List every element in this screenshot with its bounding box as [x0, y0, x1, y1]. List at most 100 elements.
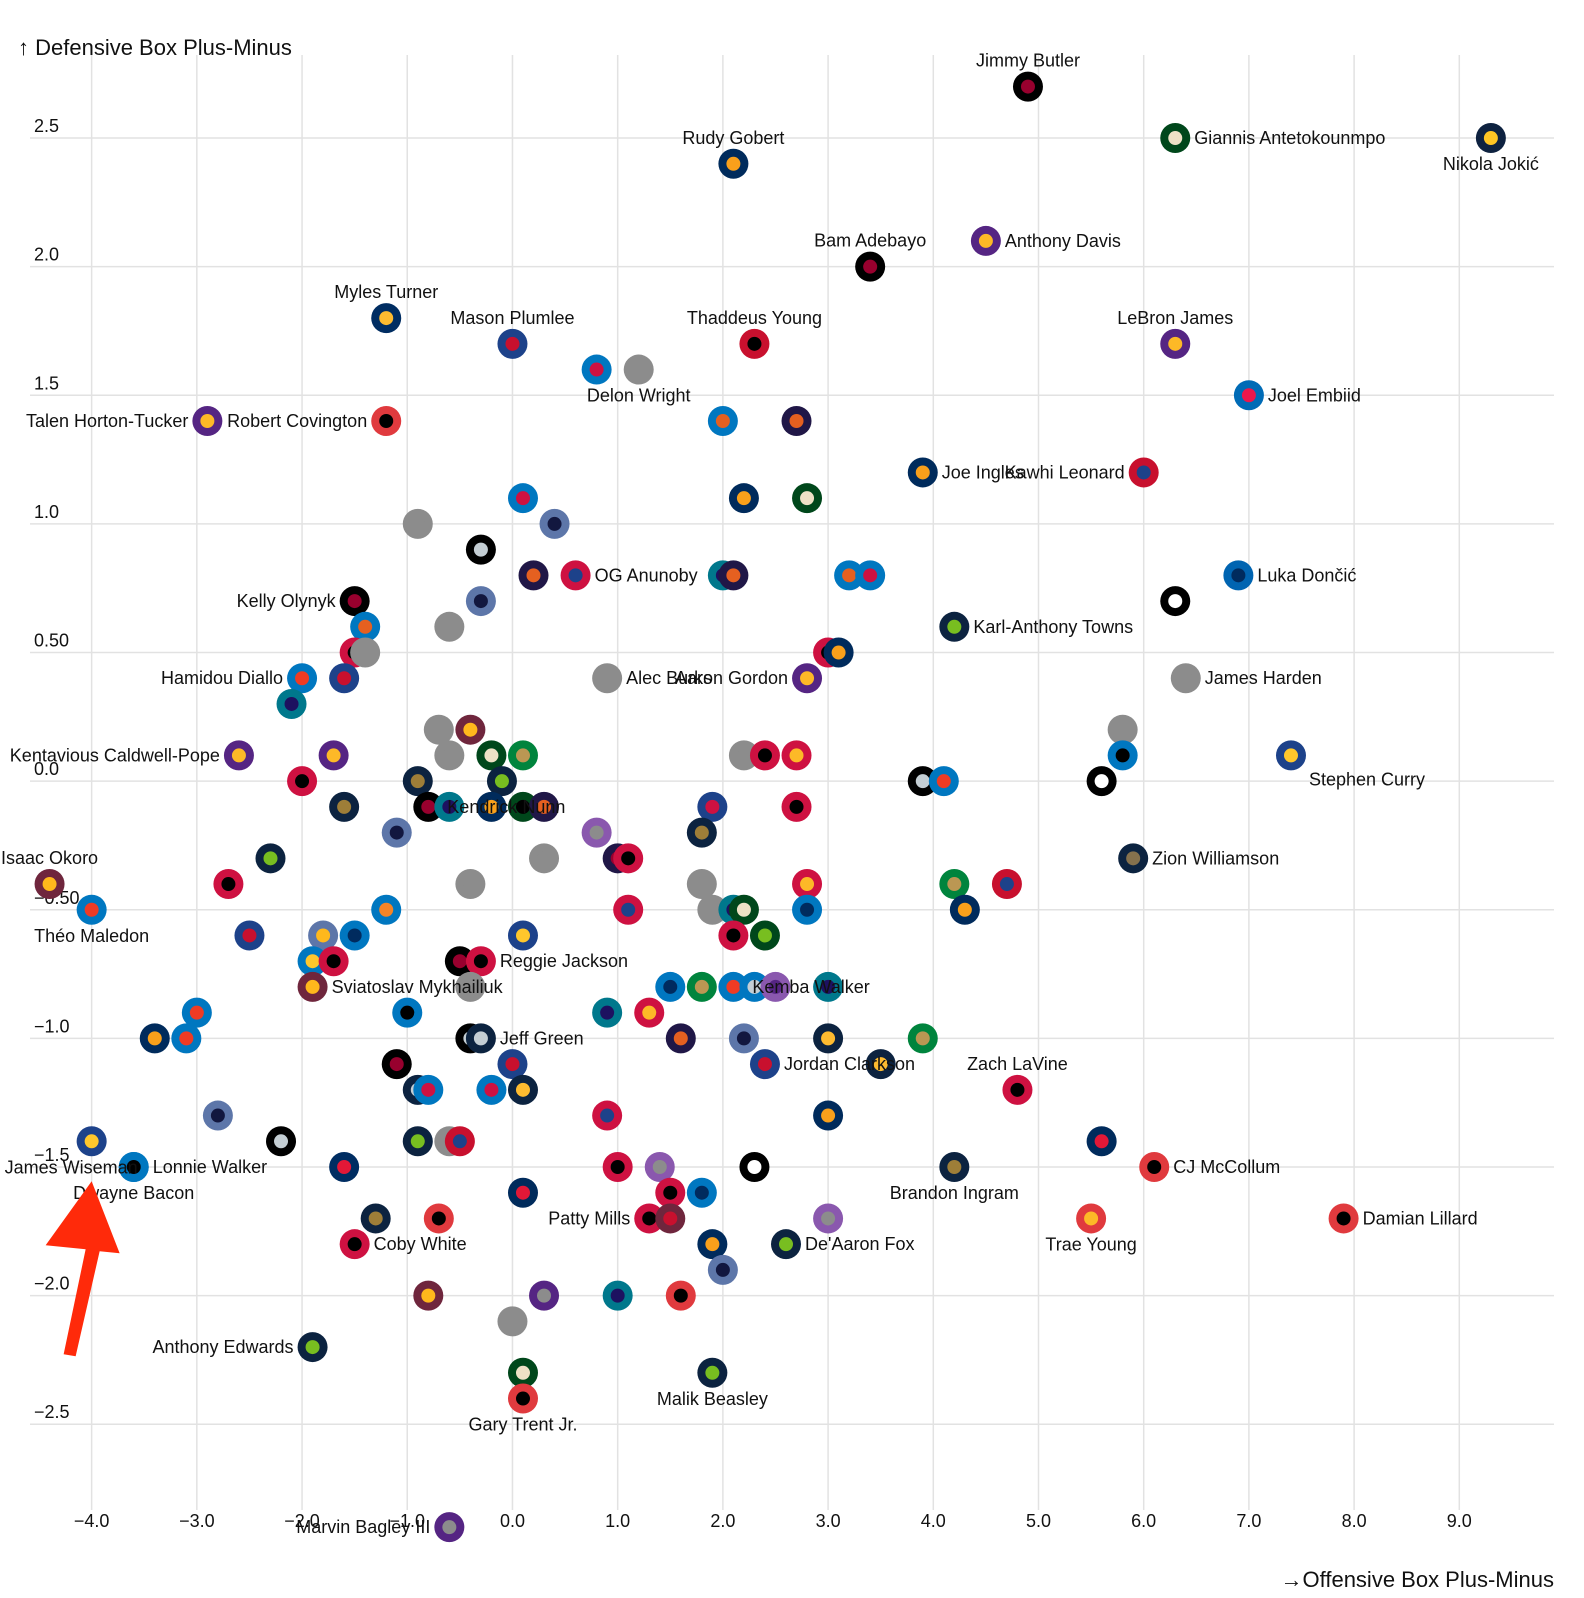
- point-label: Théo Maledon: [34, 926, 149, 946]
- data-point: [497, 1306, 528, 1337]
- x-tick-label: 2.0: [710, 1511, 735, 1531]
- data-point: [339, 920, 370, 951]
- data-point: [1139, 1152, 1170, 1183]
- point-dot: [316, 928, 331, 943]
- point-label: Reggie Jackson: [500, 951, 628, 971]
- data-point: [413, 791, 444, 822]
- point-label: De'Aaron Fox: [805, 1234, 915, 1254]
- data-point: [781, 791, 812, 822]
- point-dot: [284, 696, 299, 711]
- point-dot: [179, 1031, 194, 1046]
- point-dot: [568, 568, 583, 583]
- point-dot: [347, 594, 362, 609]
- data-point: [970, 225, 1001, 256]
- y-tick-label: 1.0: [34, 502, 59, 522]
- data-point: [350, 611, 381, 642]
- point-dot: [726, 156, 741, 171]
- data-point: [266, 1126, 297, 1157]
- data-point: [402, 1126, 433, 1157]
- y-tick-label: −2.0: [34, 1274, 70, 1294]
- red-arrow: [45, 1181, 120, 1357]
- data-point: [76, 894, 107, 925]
- data-point: [991, 869, 1022, 900]
- data-point: [560, 560, 591, 591]
- data-point: [529, 791, 560, 822]
- point-dot: [694, 825, 709, 840]
- point-dot: [515, 1185, 530, 1200]
- point-label: Joe Ingles: [942, 462, 1024, 482]
- point-dot: [821, 979, 836, 994]
- point-label: Jeff Green: [500, 1028, 584, 1048]
- data-point: [329, 663, 360, 694]
- data-point: [707, 1254, 738, 1285]
- data-point: [760, 971, 791, 1002]
- data-point: [634, 997, 665, 1028]
- data-point: [1170, 663, 1201, 694]
- point-label: Jimmy Butler: [976, 51, 1080, 71]
- data-point: [350, 637, 381, 668]
- point-label: Trae Young: [1045, 1234, 1136, 1254]
- data-point: [255, 843, 286, 874]
- data-point: [907, 457, 938, 488]
- point-dot: [326, 954, 341, 969]
- point-dot: [242, 928, 257, 943]
- data-point: [318, 740, 349, 771]
- data-point: [476, 791, 507, 822]
- point-dot: [705, 1365, 720, 1380]
- data-point: [423, 714, 454, 745]
- data-point: [371, 406, 402, 437]
- point-dot: [305, 979, 320, 994]
- data-point: [728, 483, 759, 514]
- point-dot: [1147, 1160, 1162, 1175]
- point-dot: [673, 1031, 688, 1046]
- data-point: [634, 1203, 665, 1234]
- point-dot: [705, 1237, 720, 1252]
- point-label: Kelly Olynyk: [237, 591, 337, 611]
- x-tick-label: −2.0: [284, 1511, 320, 1531]
- data-point: [171, 1023, 202, 1054]
- point-label: Zion Williamson: [1152, 848, 1279, 868]
- point-dot: [421, 799, 436, 814]
- point-dot: [1126, 851, 1141, 866]
- data-point: [718, 971, 749, 1002]
- point-label: Jordan Clarkson: [784, 1054, 915, 1074]
- point-label: Talen Horton-Tucker: [26, 411, 188, 431]
- data-point: [1076, 1203, 1107, 1234]
- point-dot: [347, 928, 362, 943]
- point-dot: [295, 774, 310, 789]
- point-dot: [515, 928, 530, 943]
- point-label: Damian Lillard: [1363, 1208, 1478, 1228]
- data-point: [192, 406, 223, 437]
- data-point: [1012, 71, 1043, 102]
- data-point: [939, 869, 970, 900]
- data-point: [1233, 380, 1264, 411]
- x-tick-label: 3.0: [816, 1511, 841, 1531]
- data-point: [392, 997, 423, 1028]
- data-point: [1128, 457, 1159, 488]
- data-point: [465, 534, 496, 565]
- data-point: [297, 946, 328, 977]
- data-point: [434, 740, 465, 771]
- point-dot: [295, 671, 310, 686]
- point-dot: [768, 979, 783, 994]
- data-point: [697, 1229, 728, 1260]
- point-label: Thaddeus Young: [687, 308, 822, 328]
- data-point: [834, 560, 865, 591]
- point-dot: [1168, 336, 1183, 351]
- data-point: [507, 1074, 538, 1105]
- point-label: Kendrick Nunn: [447, 797, 565, 817]
- data-point: [529, 1280, 560, 1311]
- data-point: [939, 611, 970, 642]
- point-dot: [379, 902, 394, 917]
- point-dot: [663, 1211, 678, 1226]
- point-dot: [821, 1211, 836, 1226]
- point-label: Sviatoslav Mykhailiuk: [332, 977, 504, 997]
- data-point: [381, 817, 412, 848]
- point-dot: [505, 1314, 520, 1329]
- point-label: Patty Mills: [548, 1208, 630, 1228]
- point-dot: [547, 516, 562, 531]
- data-point: [455, 971, 486, 1002]
- data-point: [781, 406, 812, 437]
- point-dot: [515, 1365, 530, 1380]
- point-label: Nikola Jokić: [1443, 154, 1539, 174]
